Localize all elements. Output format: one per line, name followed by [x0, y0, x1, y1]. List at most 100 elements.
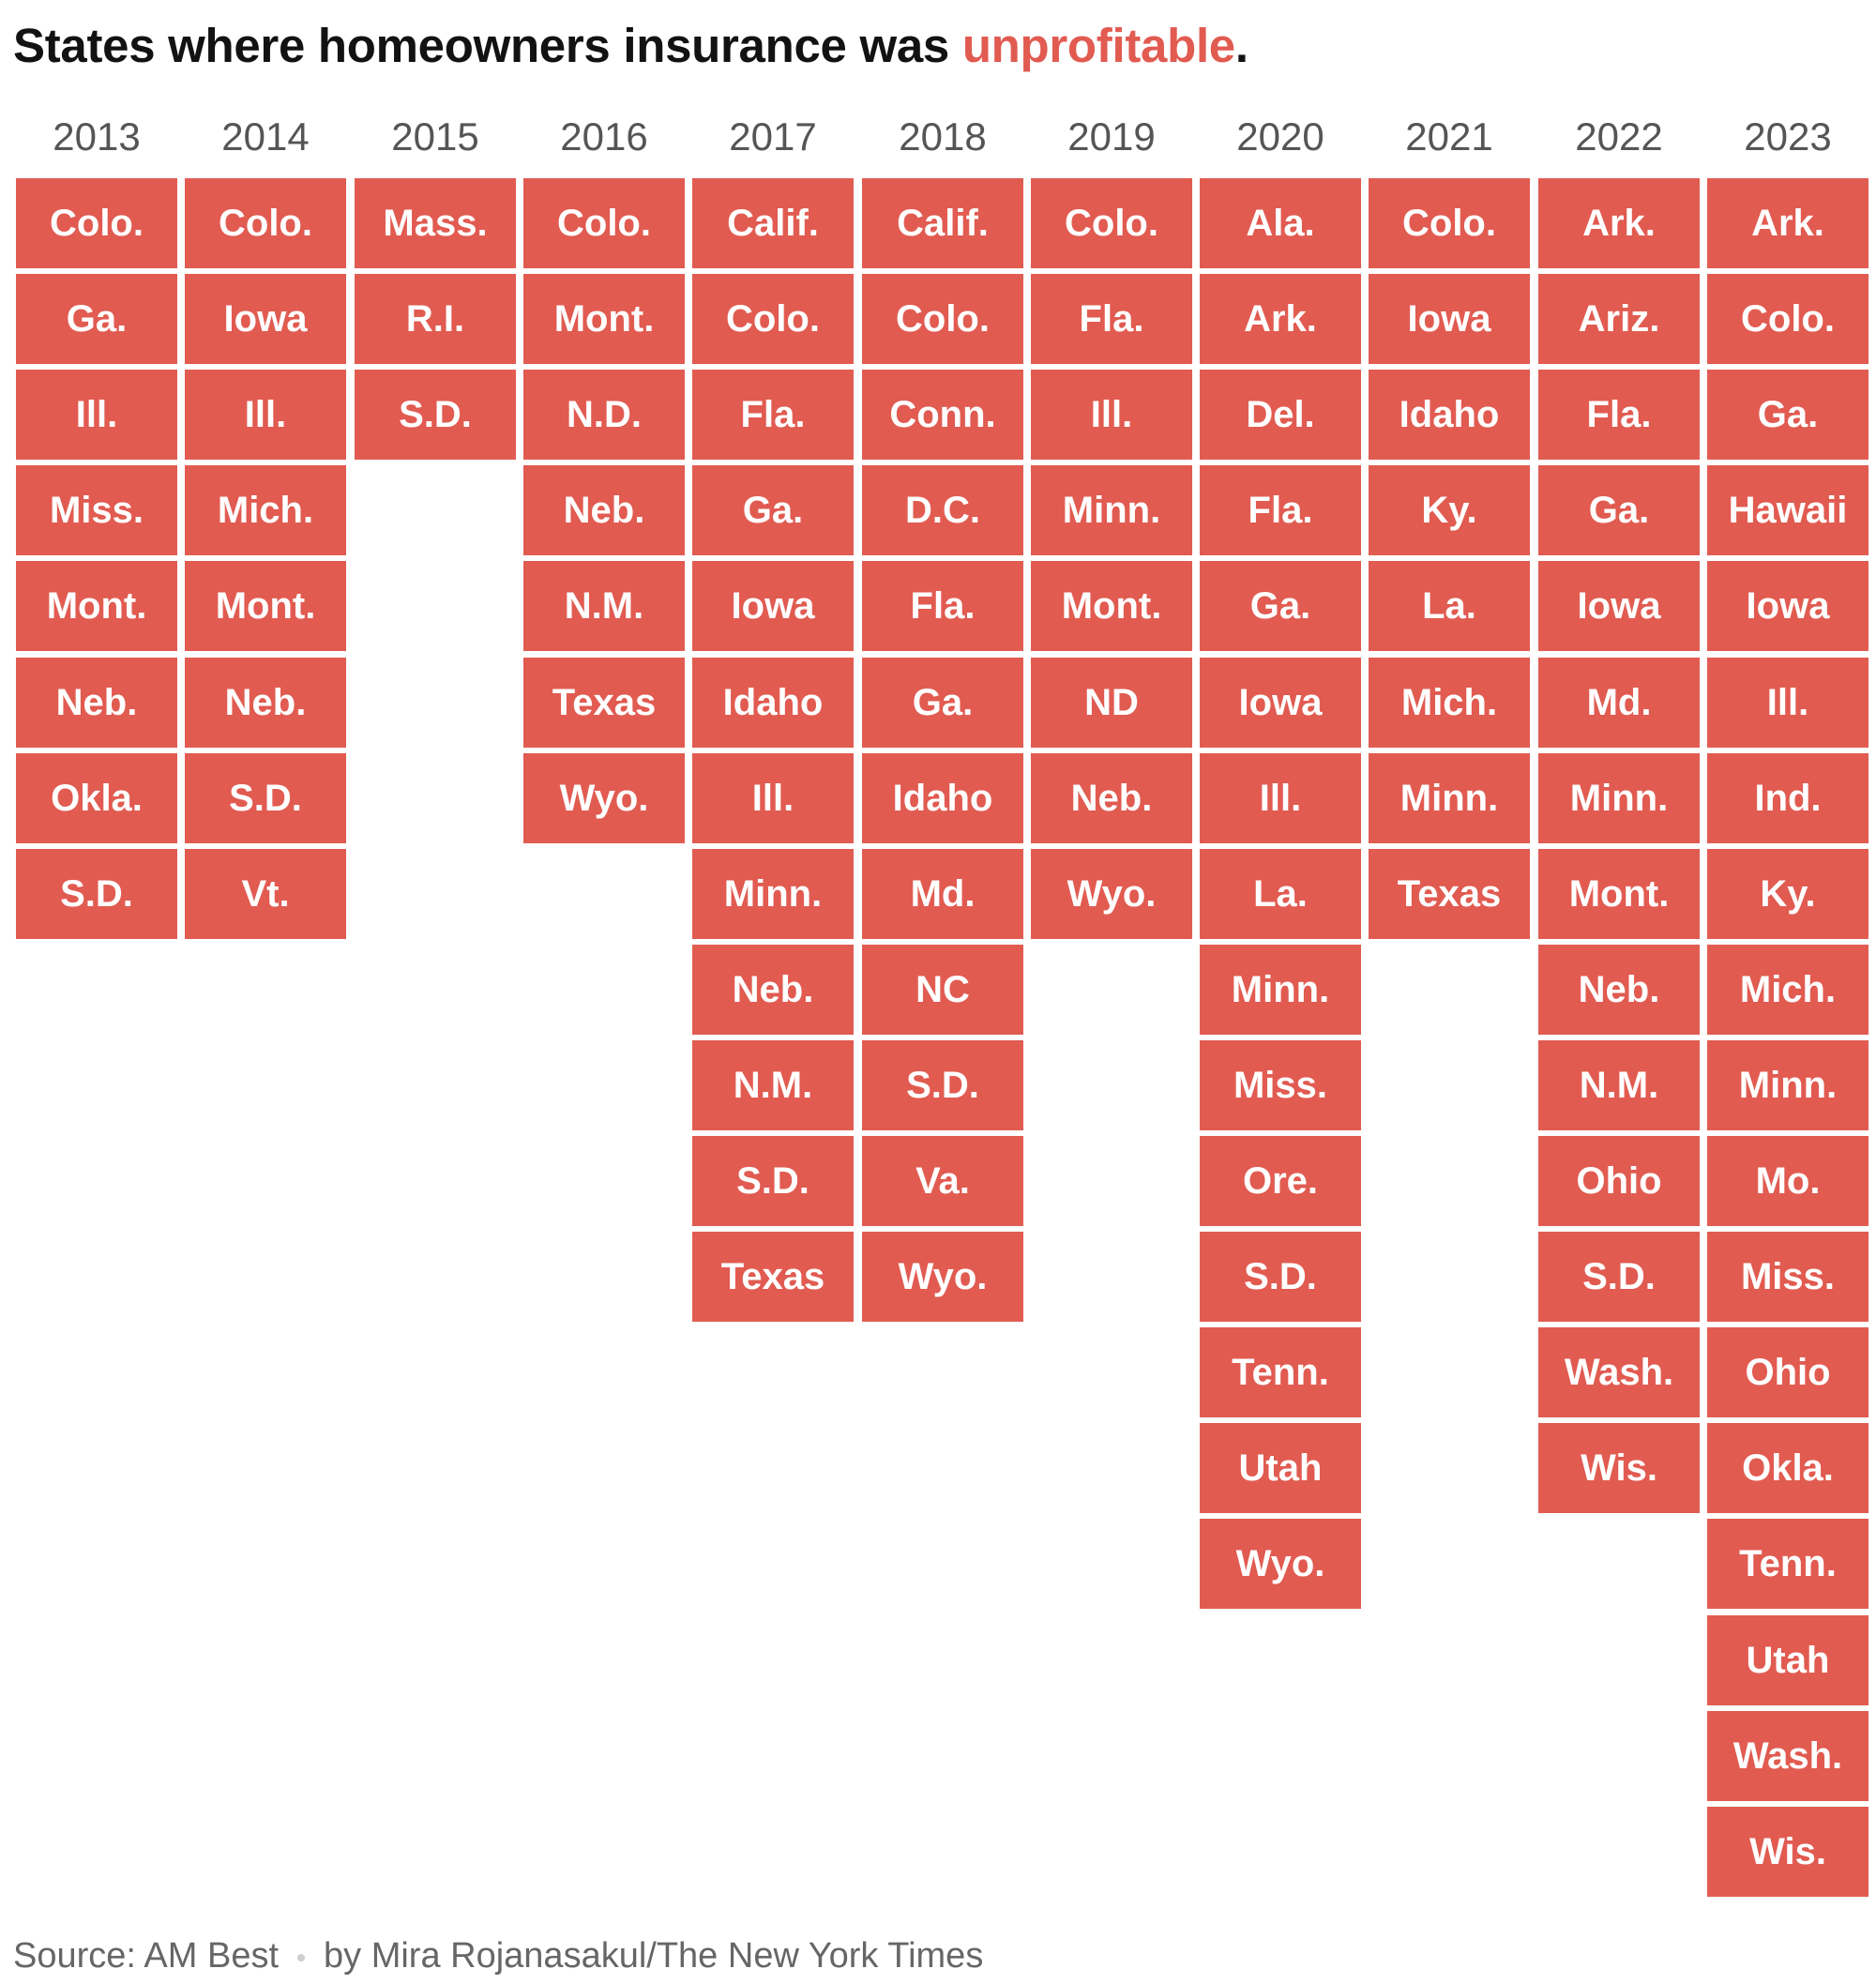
- state-cell-tenn: Tenn.: [1707, 1519, 1868, 1609]
- state-cell-iowa: Iowa: [1538, 561, 1700, 651]
- state-cell-ga: Ga.: [1707, 370, 1868, 460]
- state-cell-ill: Ill.: [16, 370, 177, 460]
- state-cell-neb: Neb.: [523, 465, 685, 555]
- state-cell-iowa: Iowa: [692, 561, 854, 651]
- state-cell-iowa: Iowa: [1369, 274, 1530, 364]
- state-cell-mont: Mont.: [1538, 849, 1700, 939]
- state-cell-idaho: Idaho: [692, 658, 854, 748]
- state-cell-wyo: Wyo.: [523, 753, 685, 843]
- state-cell-colo: Colo.: [185, 178, 346, 268]
- state-cell-mich: Mich.: [1707, 945, 1868, 1035]
- title-suffix: .: [1234, 19, 1248, 72]
- year-label: 2020: [1236, 114, 1324, 159]
- state-cell-wyo: Wyo.: [862, 1232, 1023, 1322]
- state-cell-miss: Miss.: [1707, 1232, 1868, 1322]
- state-cell-ark: Ark.: [1707, 178, 1868, 268]
- state-cell-colo: Colo.: [1031, 178, 1192, 268]
- chart-title: States where homeowners insurance was un…: [13, 13, 1248, 79]
- state-cell-s-d: S.D.: [185, 753, 346, 843]
- state-cell-ga: Ga.: [1200, 561, 1361, 651]
- state-cell-conn: Conn.: [862, 370, 1023, 460]
- state-cell-n-m: N.M.: [523, 561, 685, 651]
- year-label: 2018: [899, 114, 987, 159]
- state-cell-minn: Minn.: [1538, 753, 1700, 843]
- state-cell-okla: Okla.: [1707, 1423, 1868, 1513]
- state-cell-s-d: S.D.: [862, 1040, 1023, 1130]
- state-cell-mich: Mich.: [185, 465, 346, 555]
- footer: Source: AM Best by Mira Rojanasakul/The N…: [13, 1932, 983, 1979]
- state-cell-utah: Utah: [1200, 1423, 1361, 1513]
- state-cell-minn: Minn.: [1369, 753, 1530, 843]
- state-cell-okla: Okla.: [16, 753, 177, 843]
- state-cell-calif: Calif.: [862, 178, 1023, 268]
- state-cell-calif: Calif.: [692, 178, 854, 268]
- state-cell-ore: Ore.: [1200, 1136, 1361, 1226]
- state-cell-del: Del.: [1200, 370, 1361, 460]
- state-cell-ohio: Ohio: [1707, 1327, 1868, 1417]
- state-cell-tenn: Tenn.: [1200, 1327, 1361, 1417]
- state-cell-mont: Mont.: [16, 561, 177, 651]
- state-cell-ark: Ark.: [1200, 274, 1361, 364]
- state-cell-neb: Neb.: [692, 945, 854, 1035]
- state-cell-fla: Fla.: [1200, 465, 1361, 555]
- state-cell-neb: Neb.: [185, 658, 346, 748]
- source-text: Source: AM Best: [13, 1936, 280, 1976]
- state-cell-iowa: Iowa: [1200, 658, 1361, 748]
- state-cell-ill: Ill.: [1200, 753, 1361, 843]
- state-cell-ind: Ind.: [1707, 753, 1868, 843]
- state-cell-va: Va.: [862, 1136, 1023, 1226]
- state-cell-ill: Ill.: [1031, 370, 1192, 460]
- state-cell-neb: Neb.: [1538, 945, 1700, 1035]
- state-cell-miss: Miss.: [16, 465, 177, 555]
- state-cell-colo: Colo.: [1369, 178, 1530, 268]
- state-cell-neb: Neb.: [1031, 753, 1192, 843]
- state-cell-ark: Ark.: [1538, 178, 1700, 268]
- state-cell-texas: Texas: [692, 1232, 854, 1322]
- year-label: 2016: [560, 114, 648, 159]
- state-cell-s-d: S.D.: [355, 370, 516, 460]
- state-cell-minn: Minn.: [692, 849, 854, 939]
- state-cell-s-d: S.D.: [1200, 1232, 1361, 1322]
- title-accent: unprofitable: [961, 19, 1235, 72]
- state-cell-ga: Ga.: [692, 465, 854, 555]
- state-cell-nd: ND: [1031, 658, 1192, 748]
- state-cell-r-i: R.I.: [355, 274, 516, 364]
- separator-dot: [297, 1953, 306, 1961]
- state-cell-colo: Colo.: [862, 274, 1023, 364]
- state-cell-la: La.: [1369, 561, 1530, 651]
- state-cell-texas: Texas: [523, 658, 685, 748]
- state-cell-ill: Ill.: [185, 370, 346, 460]
- state-cell-mass: Mass.: [355, 178, 516, 268]
- state-cell-s-d: S.D.: [1538, 1232, 1700, 1322]
- state-cell-vt: Vt.: [185, 849, 346, 939]
- state-cell-md: Md.: [862, 849, 1023, 939]
- credit-text: by Mira Rojanasakul/The New York Times: [324, 1936, 984, 1976]
- state-cell-s-d: S.D.: [16, 849, 177, 939]
- state-cell-iowa: Iowa: [185, 274, 346, 364]
- state-cell-minn: Minn.: [1707, 1040, 1868, 1130]
- state-cell-ill: Ill.: [692, 753, 854, 843]
- state-cell-nc: NC: [862, 945, 1023, 1035]
- state-cell-n-d: N.D.: [523, 370, 685, 460]
- state-cell-mich: Mich.: [1369, 658, 1530, 748]
- state-cell-ga: Ga.: [1538, 465, 1700, 555]
- state-cell-colo: Colo.: [692, 274, 854, 364]
- state-cell-mo: Mo.: [1707, 1136, 1868, 1226]
- state-cell-colo: Colo.: [16, 178, 177, 268]
- state-cell-hawaii: Hawaii: [1707, 465, 1868, 555]
- state-cell-ill: Ill.: [1707, 658, 1868, 748]
- state-cell-wyo: Wyo.: [1200, 1519, 1361, 1609]
- state-cell-colo: Colo.: [1707, 274, 1868, 364]
- state-cell-utah: Utah: [1707, 1615, 1868, 1705]
- state-cell-fla: Fla.: [1031, 274, 1192, 364]
- state-cell-miss: Miss.: [1200, 1040, 1361, 1130]
- state-cell-idaho: Idaho: [862, 753, 1023, 843]
- state-cell-ky: Ky.: [1369, 465, 1530, 555]
- state-cell-n-m: N.M.: [1538, 1040, 1700, 1130]
- year-label: 2017: [729, 114, 817, 159]
- state-cell-la: La.: [1200, 849, 1361, 939]
- state-cell-wis: Wis.: [1707, 1807, 1868, 1897]
- state-cell-fla: Fla.: [862, 561, 1023, 651]
- state-cell-n-m: N.M.: [692, 1040, 854, 1130]
